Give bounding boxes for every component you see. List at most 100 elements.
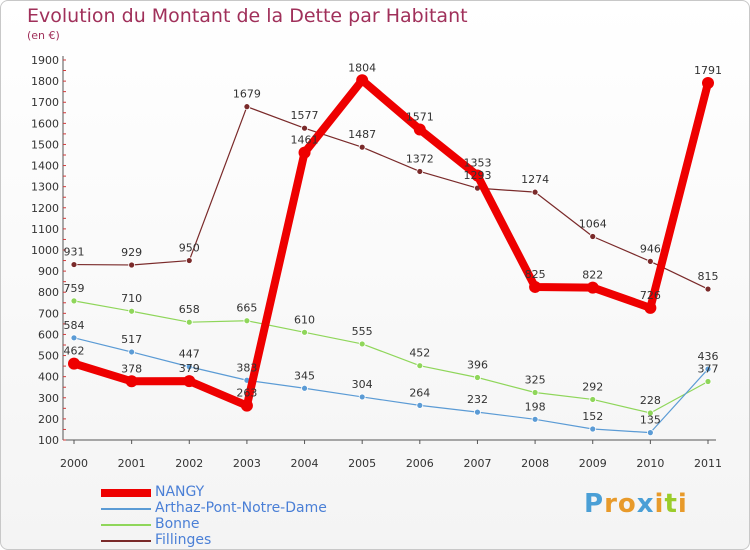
data-point — [185, 318, 193, 326]
data-point — [243, 317, 251, 325]
data-point — [128, 261, 136, 269]
legend-swatch-fillinges — [101, 540, 151, 542]
y-tick-label: 1600 — [31, 117, 59, 130]
data-point — [646, 409, 654, 417]
data-label: 555 — [352, 325, 373, 338]
data-point — [531, 415, 539, 423]
data-label: 1571 — [406, 110, 434, 123]
data-label: 1293 — [463, 169, 491, 182]
data-label: 135 — [640, 414, 661, 427]
data-point — [586, 281, 599, 294]
data-label: 379 — [179, 362, 200, 375]
data-label: 584 — [64, 319, 85, 332]
y-tick-label: 1400 — [31, 160, 59, 173]
data-label: 264 — [409, 386, 430, 399]
data-label: 665 — [236, 302, 257, 315]
x-tick-label: 2008 — [521, 457, 549, 470]
data-point — [70, 297, 78, 305]
data-point — [298, 146, 311, 159]
y-tick-label: 1700 — [31, 96, 59, 109]
data-point — [413, 123, 426, 136]
data-label: 436 — [698, 350, 719, 363]
data-label: 1577 — [291, 109, 319, 122]
data-label: 1461 — [291, 134, 319, 147]
data-label: 1372 — [406, 152, 434, 165]
logo-letter: i — [677, 489, 688, 519]
data-point — [70, 334, 78, 342]
y-tick-label: 1000 — [31, 244, 59, 257]
data-point — [704, 378, 712, 385]
data-label: 1487 — [348, 128, 376, 141]
data-label: 396 — [467, 359, 488, 372]
data-label: 1274 — [521, 173, 549, 186]
series-line-arthaz-pont-notre-dame — [73, 337, 709, 434]
data-label: 304 — [352, 378, 373, 391]
data-point — [128, 307, 136, 315]
legend-label-arthaz: Arthaz-Pont-Notre-Dame — [155, 500, 327, 516]
x-tick-label: 2006 — [406, 457, 434, 470]
data-point — [704, 285, 712, 293]
series-line-nangy — [70, 76, 712, 410]
data-label: 228 — [640, 394, 661, 407]
data-label: 1353 — [463, 156, 491, 169]
data-label: 710 — [121, 292, 142, 305]
legend-label-nangy: NANGY — [155, 484, 205, 500]
data-label: 815 — [698, 270, 719, 283]
data-label: 152 — [582, 410, 603, 423]
data-label: 1679 — [233, 88, 261, 101]
data-label: 1804 — [348, 61, 376, 74]
data-point — [68, 357, 80, 370]
y-tick-label: 1800 — [31, 75, 59, 88]
y-tick-label: 1300 — [31, 181, 59, 194]
data-point — [646, 257, 654, 265]
data-point — [589, 233, 597, 240]
logo-letter: P — [584, 489, 605, 519]
data-label: 378 — [121, 362, 142, 375]
x-tick-label: 2001 — [118, 457, 146, 470]
data-label: 383 — [236, 361, 257, 374]
data-label: 325 — [525, 374, 546, 387]
y-tick-label: 800 — [38, 286, 59, 299]
y-tick-label: 900 — [38, 265, 59, 278]
y-tick-label: 100 — [38, 434, 59, 447]
data-label: 726 — [640, 289, 661, 302]
legend-swatch-nangy — [101, 489, 151, 497]
x-tick-label: 2000 — [60, 457, 88, 470]
data-point — [471, 169, 484, 182]
data-point — [589, 396, 597, 403]
logo-letter: o — [617, 489, 637, 519]
data-label: 610 — [294, 313, 315, 326]
logo-letter: t — [664, 489, 678, 519]
data-label: 950 — [179, 242, 200, 255]
data-label: 929 — [121, 246, 142, 259]
data-label: 377 — [698, 363, 719, 376]
data-point — [531, 188, 539, 196]
data-point — [185, 257, 193, 264]
chart-title: Evolution du Montant de la Dette par Hab… — [27, 5, 468, 27]
data-label: 447 — [179, 348, 200, 361]
data-label: 822 — [582, 269, 603, 282]
x-tick-label: 2002 — [175, 457, 203, 470]
legend-label-bonne: Bonne — [155, 516, 200, 532]
data-point — [531, 389, 539, 396]
data-point — [358, 340, 366, 348]
data-point — [416, 168, 424, 175]
data-label: 946 — [640, 242, 661, 255]
data-label: 452 — [409, 347, 430, 360]
data-point — [416, 401, 424, 409]
y-tick-label: 1900 — [31, 54, 59, 67]
logo-letter: r — [604, 489, 618, 519]
x-tick-label: 2007 — [463, 457, 491, 470]
data-point — [301, 384, 308, 392]
x-tick-label: 2005 — [348, 457, 376, 470]
legend-swatch-bonne — [101, 524, 151, 526]
data-point — [185, 363, 193, 371]
data-label: 931 — [64, 246, 85, 259]
data-point — [704, 365, 712, 373]
data-point — [529, 280, 542, 293]
data-point — [183, 375, 196, 388]
x-tick-label: 2003 — [233, 457, 261, 470]
data-point — [644, 301, 657, 314]
data-point — [416, 362, 424, 370]
data-label: 759 — [64, 282, 85, 295]
